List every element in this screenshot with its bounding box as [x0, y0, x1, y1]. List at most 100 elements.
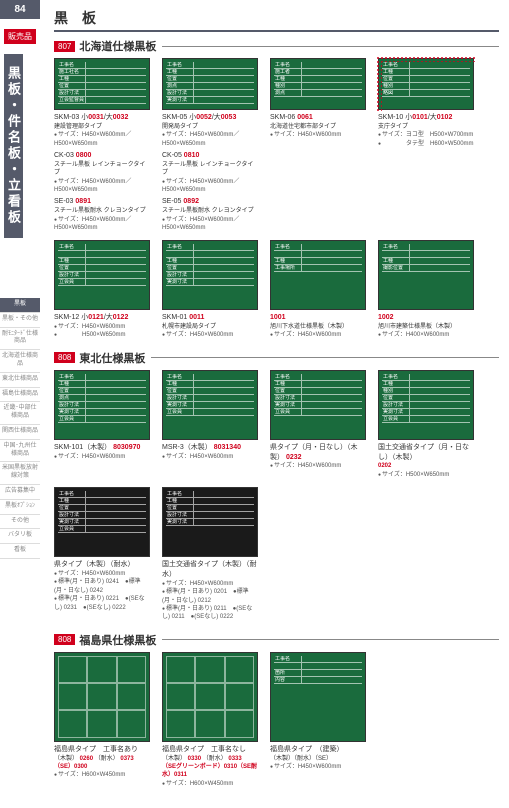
nav-list: 黒板黒板・その他耐ﾓﾆﾀｰﾄﾞ仕様商品北海道仕様商品東北仕様商品福島仕様商品近畿… [0, 298, 40, 559]
size-line: サイズ：H450×W600mm [270, 131, 366, 139]
size-line: サイズ：H450×W600mm [162, 580, 258, 588]
model-code: SKM-06 0061 [270, 113, 366, 123]
nav-item[interactable]: 近畿･中部仕様商品 [0, 402, 40, 425]
model-code: 福島県タイプ 工事名あり [54, 745, 150, 755]
size-line: サイズ：H400×W600mm [378, 331, 474, 339]
product-card: 工事名工種種別位置設計寸法実測寸法立会員国土交通省タイプ（月・日なし）（木製）0… [378, 370, 474, 479]
nav-item[interactable]: 耐ﾓﾆﾀｰﾄﾞ仕様商品 [0, 328, 40, 351]
blackboard-preview [54, 652, 150, 742]
size-line: サイズ：H450×W600mm／H500×W650mm [162, 131, 258, 148]
product-info: 1001旭川下水道仕様黒板（木製）サイズ：H450×W600mm [270, 313, 366, 340]
blackboard-preview: 工事名工種位置設計寸法実測寸法 [162, 240, 258, 310]
size-line: タテ型 H600×W500mm [378, 140, 474, 148]
blackboard-preview: 工事名工種位置設計寸法実測寸法 [162, 487, 258, 557]
blackboard-preview: 工事名工種位置測点設計寸法実測寸法立会員 [54, 370, 150, 440]
product-info: MSR-3（木製） 8031340サイズ：H450×W600mm [162, 443, 258, 461]
product-desc: 旭川下水道仕様黒板（木製） [270, 323, 366, 331]
nav-item[interactable]: 黒板・その他 [0, 313, 40, 328]
product-info: 1002旭川市建築仕様黒板（木製）サイズ：H400×W600mm [378, 313, 474, 340]
product-desc: 北海道住宅都市部タイプ [270, 123, 366, 131]
size-line: サイズ：H500×W650mm [378, 471, 474, 479]
nav-item[interactable]: その他 [0, 515, 40, 530]
product-card: 工事名工種位置設計寸法実測寸法 SKM-01 0011札幌市建設局タイプサイズ：H… [162, 240, 258, 340]
model-code: SKM-01 0011 [162, 313, 258, 323]
model-code: 福島県タイプ 工事名なし [162, 745, 258, 755]
nav-item[interactable]: 福島仕様商品 [0, 388, 40, 403]
page-title: 黒 板 [54, 8, 499, 32]
model-code: 県タイプ（月・日なし）（木製） 0232 [270, 443, 366, 463]
nav-item[interactable]: 関西仕様商品 [0, 425, 40, 440]
size-line: 標準(月・日あり) 0211 ●(SEなし) 0211 ●(SEなし) 0222 [162, 605, 258, 622]
product-info: 県タイプ（月・日なし）（木製） 0232サイズ：H450×W600mm [270, 443, 366, 471]
product-info: SKM-01 0011札幌市建設局タイプサイズ：H450×W600mm [162, 313, 258, 340]
product-info: SKM-05 小0052/大0053開発局タイプサイズ：H450×W600mm／… [162, 113, 258, 232]
model-code: 福島県タイプ （建築） [270, 745, 366, 755]
section-title: 北海道仕様黒板 [79, 38, 156, 54]
product-grid: 工事名工種位置測点設計寸法実測寸法立会員SKM-101（木製） 8030970サ… [54, 370, 499, 622]
blackboard-preview: 工事名施工者工種種別測点 [270, 58, 366, 110]
page-number: 84 [0, 0, 40, 19]
left-sidebar: 84 販売品 黒板・件名板・立看板 黒板黒板・その他耐ﾓﾆﾀｰﾄﾞ仕様商品北海道… [0, 0, 40, 808]
nav-item[interactable]: バタリ板 [0, 529, 40, 544]
product-extra: （SE）0300 [54, 763, 150, 771]
blackboard-preview: 工事名工種撮影位置 [378, 240, 474, 310]
size-line: 標準(月・日あり) 0201 ●標準(月・日なし) 0212 [162, 588, 258, 605]
blackboard-preview: 工事名工種位置設計寸法実測寸法立会員 [270, 370, 366, 440]
model-code: 県タイプ（木製）（耐水） [54, 560, 150, 570]
product-card: 工事名工種位置設計寸法実測寸法国土交通省タイプ（木製）（耐水）サイズ：H450×… [162, 487, 258, 622]
nav-item[interactable]: 看板 [0, 544, 40, 559]
nav-item[interactable]: 黒板ｵﾌﾟｼｮﾝ [0, 500, 40, 515]
product-info: 国土交通省タイプ（月・日なし）（木製）0202サイズ：H500×W650mm [378, 443, 474, 479]
size-line: サイズ：H450×W600mm [54, 570, 150, 578]
blackboard-preview: 工事名工種位置設計寸法実測寸法立会員 [54, 487, 150, 557]
size-line: サイズ：H450×W600mm [270, 331, 366, 339]
model-code: 国土交通省タイプ（月・日なし）（木製） [378, 443, 474, 463]
model-code: SKM-05 小0052/大0053 [162, 113, 258, 123]
sub-model: CK-05 0810 [162, 151, 258, 161]
product-card: 工事名工種位置設計寸法実測寸法立会員県タイプ（月・日なし）（木製） 0232サイ… [270, 370, 366, 479]
model-code: SKM-03 小0031/大0032 [54, 113, 150, 123]
nav-item[interactable]: 米国黒板放射線対策 [0, 462, 40, 485]
sub-size: サイズ：H450×W600mm／H500×W650mm [54, 178, 150, 195]
size-line: サイズ：H450×W600mm／H500×W650mm [54, 131, 150, 148]
product-card: 工事名工種位置測点設計寸法実測寸法立会員SKM-101（木製） 8030970サ… [54, 370, 150, 479]
blackboard-preview: 工事名箇所内容 [270, 652, 366, 742]
model-code: SKM-10 小0101/大0102 [378, 113, 474, 123]
catalog-page: 84 販売品 黒板・件名板・立看板 黒板黒板・その他耐ﾓﾆﾀｰﾄﾞ仕様商品北海道… [0, 0, 509, 808]
product-desc: （木製）（耐水）（SE） [270, 755, 366, 763]
product-card: 工事名工種撮影位置 1002旭川市建築仕様黒板（木製）サイズ：H400×W600m… [378, 240, 474, 340]
product-desc: 建設管理部タイプ [54, 123, 150, 131]
sub-model: CK-03 0800 [54, 151, 150, 161]
size-line: H500×W650mm [54, 331, 150, 339]
section-number: 808 [54, 634, 75, 645]
product-extra: （SEグリーンボード）0310（SE耐水）0311 [162, 763, 258, 780]
section-title: 東北仕様黒板 [79, 350, 145, 366]
model-code: 1002 [378, 313, 474, 323]
nav-item[interactable]: 東北仕様商品 [0, 373, 40, 388]
blackboard-preview: 工事名工種位置種別略図 [378, 58, 474, 110]
product-card: 工事名施工社名工種位置設計寸法立会監督員SKM-03 小0031/大0032建設… [54, 58, 150, 232]
vertical-category-title: 黒板・件名板・立看板 [4, 54, 23, 238]
sub-desc: スチール黒板耐水 クレヨンタイプ [54, 207, 150, 215]
nav-item[interactable]: 北海道仕様商品 [0, 350, 40, 373]
model-code: MSR-3（木製） 8031340 [162, 443, 258, 453]
section-title: 福島県仕様黒板 [79, 632, 156, 648]
section-header: 808 福島県仕様黒板 [54, 632, 499, 648]
size-line: サイズ：H600×W450mm [54, 771, 150, 779]
product-info: 県タイプ（木製）（耐水）サイズ：H450×W600mm標準(月・日あり) 024… [54, 560, 150, 612]
size-line: サイズ：H600×W450mm [162, 780, 258, 788]
size-line: サイズ：H450×W600mm [270, 763, 366, 771]
product-card: 工事名工種位置測点設計寸法実測寸法SKM-05 小0052/大0053開発局タイ… [162, 58, 258, 232]
nav-item[interactable]: 広告募集中 [0, 485, 40, 500]
product-card: 工事名施工者工種種別測点 SKM-06 0061北海道住宅都市部タイプサイズ：H4… [270, 58, 366, 232]
product-info: 福島県タイプ 工事名あり（木製） 0260 （耐水） 0373（SE）0300サ… [54, 745, 150, 780]
size-line: 標準(月・日あり) 0221 ●(SEなし) 0231 ●(SEなし) 0222 [54, 595, 150, 612]
sub-size: サイズ：H450×W600mm／H500×W650mm [54, 216, 150, 233]
nav-item[interactable]: 黒板 [0, 298, 40, 313]
size-line: 標準(月・日あり) 0241 ●標準(月・日なし) 0242 [54, 578, 150, 595]
product-card: 工事名工種工事場所1001旭川下水道仕様黒板（木製）サイズ：H450×W600m… [270, 240, 366, 340]
product-desc: 支庁タイプ [378, 123, 474, 131]
sub-desc: スチール黒板 レインチョークタイプ [162, 161, 258, 178]
blackboard-preview: 工事名工種種別位置設計寸法実測寸法立会員 [378, 370, 474, 440]
nav-item[interactable]: 中国･九州仕様商品 [0, 440, 40, 463]
